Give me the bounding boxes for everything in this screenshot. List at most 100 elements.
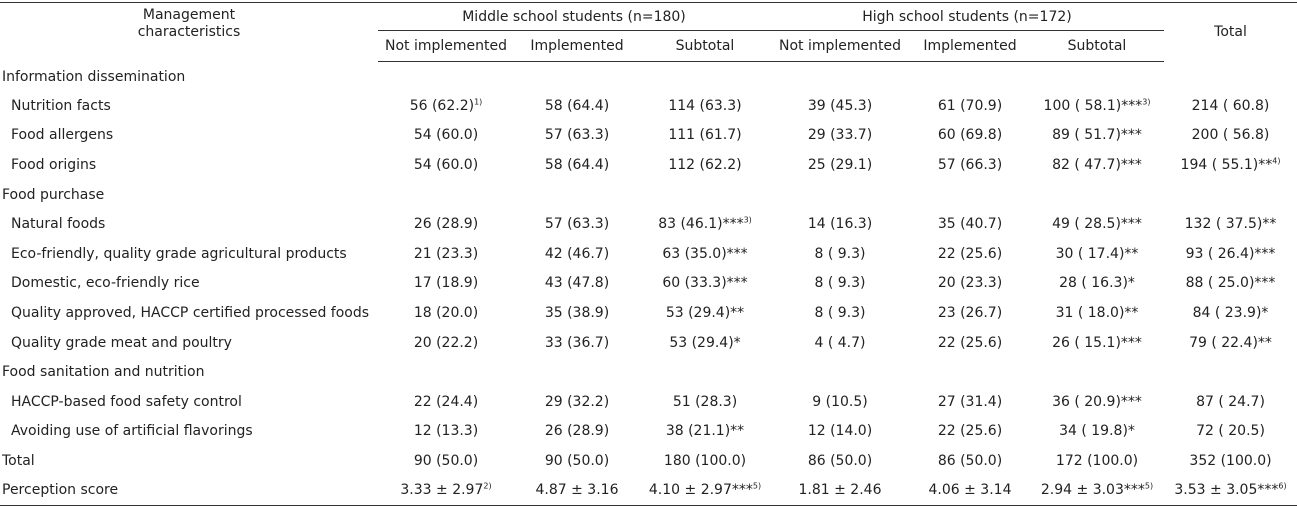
cell-value: 100 ( 58.1)*** (1043, 97, 1143, 114)
cell-value: 57 (66.3) (937, 157, 1003, 174)
header-ms-subtotal: Subtotal (640, 30, 770, 62)
table-row: Food origins 54 (60.0) 58 (64.4) 112 (62.2)… (0, 150, 1297, 180)
table-row: Natural foods 26 (28.9) 57 (63.3) 83 (46.1)… (0, 209, 1297, 239)
cell-total: 352 (100.0) (1164, 446, 1297, 476)
cell-ms-not-implemented: 3.33 ± 2.972) (378, 475, 514, 506)
row-label: Quality grade meat and poultry (11, 334, 232, 351)
header-row-groups: Management characteristics Middle school… (0, 2, 1297, 62)
cell-value: 4.10 ± 2.97*** (648, 482, 753, 499)
cell-ms-not-implemented: 12 (13.3) (378, 417, 514, 447)
cell-value: 14 (16.3) (807, 216, 873, 233)
cell-value: 4.87 ± 3.16 (535, 482, 619, 499)
cell-value: 352 (100.0) (1189, 453, 1272, 470)
cell-ms-subtotal: 4.10 ± 2.97***5) (640, 475, 770, 506)
cell-ms-implemented: 90 (50.0) (514, 446, 640, 476)
header-ms-not-implemented: Not implemented (378, 30, 514, 62)
cell-total: 194 ( 55.1)**4) (1164, 150, 1297, 180)
table-row: HACCP-based food safety control 22 (24.4)… (0, 387, 1297, 417)
cell-hs-subtotal: 49 ( 28.5)*** (1030, 209, 1164, 239)
cell-value: 8 ( 9.3) (814, 275, 866, 292)
cell-ms-implemented: 57 (63.3) (514, 209, 640, 239)
cell-hs-not-implemented: 29 (33.7) (770, 121, 910, 151)
cell-ms-implemented: 43 (47.8) (514, 269, 640, 299)
cell-hs-implemented: 4.06 ± 3.14 (910, 475, 1030, 506)
cell-ms-implemented: 42 (46.7) (514, 239, 640, 269)
cell-ms-implemented: 57 (63.3) (514, 121, 640, 151)
cell-ms-subtotal: 111 (61.7) (640, 121, 770, 151)
table-body: Information dissemination Nutrition facts… (0, 62, 1297, 506)
cell-total: 72 ( 20.5) (1164, 417, 1297, 447)
cell-hs-not-implemented: 9 (10.5) (770, 387, 910, 417)
cell-ms-implemented: 35 (38.9) (514, 298, 640, 328)
cell-value: 86 (50.0) (937, 453, 1003, 470)
cell-value: 3.53 ± 3.05*** (1174, 482, 1279, 499)
cell-hs-subtotal: 36 ( 20.9)*** (1030, 387, 1164, 417)
header-row-subcolumns: Not implemented Implemented Subtotal Not… (0, 30, 1297, 62)
cell-value: 36 ( 20.9)*** (1052, 393, 1142, 410)
cell-hs-subtotal: 34 ( 19.8)* (1030, 417, 1164, 447)
cell-ms-implemented: 29 (32.2) (514, 387, 640, 417)
cell-value: 194 ( 55.1)** (1180, 157, 1273, 174)
cell-value: 180 (100.0) (663, 453, 747, 470)
cell-value: 54 (60.0) (413, 127, 479, 144)
cell-hs-not-implemented: 8 ( 9.3) (770, 269, 910, 299)
cell-value: 17 (18.9) (413, 275, 479, 292)
cell-value: 84 ( 23.9)* (1192, 305, 1269, 322)
cell-hs-not-implemented: 14 (16.3) (770, 209, 910, 239)
section-label: Information dissemination (2, 68, 186, 85)
cell-hs-subtotal: 89 ( 51.7)*** (1030, 121, 1164, 151)
cell-ms-subtotal: 38 (21.1)** (640, 417, 770, 447)
header-label-line1: Management (142, 7, 236, 23)
cell-value: 22 (25.6) (937, 334, 1003, 351)
cell-value: 132 ( 37.5)** (1184, 216, 1277, 233)
cell-value: 22 (25.6) (937, 423, 1003, 440)
cell-hs-subtotal: 2.94 ± 3.03***5) (1030, 475, 1164, 506)
footnote-marker: 2) (483, 481, 492, 491)
cell-value: 26 ( 15.1)*** (1052, 334, 1142, 351)
cell-value: 8 ( 9.3) (814, 245, 866, 262)
cell-ms-not-implemented: 22 (24.4) (378, 387, 514, 417)
cell-value: 2.94 ± 3.03*** (1040, 482, 1145, 499)
footnote-marker: 3) (1142, 97, 1151, 107)
cell-value: 20 (23.3) (937, 275, 1003, 292)
cell-value: 27 (31.4) (937, 393, 1003, 410)
cell-ms-subtotal: 114 (63.3) (640, 91, 770, 121)
cell-value: 57 (63.3) (544, 216, 610, 233)
cell-total: 84 ( 23.9)* (1164, 298, 1297, 328)
cell-hs-implemented: 35 (40.7) (910, 209, 1030, 239)
cell-hs-implemented: 60 (69.8) (910, 121, 1030, 151)
summary-row: Total 90 (50.0) 90 (50.0) 180 (100.0) 86 (50… (0, 446, 1297, 476)
cell-value: 3.33 ± 2.97 (400, 482, 484, 499)
cell-ms-not-implemented: 17 (18.9) (378, 269, 514, 299)
cell-value: 23 (26.7) (937, 305, 1003, 322)
cell-value: 49 ( 28.5)*** (1052, 216, 1142, 233)
cell-value: 200 ( 56.8) (1191, 127, 1270, 144)
cell-value: 54 (60.0) (413, 157, 479, 174)
cell-value: 34 ( 19.8)* (1059, 423, 1135, 440)
cell-value: 28 ( 16.3)* (1059, 275, 1135, 292)
row-label: Quality approved, HACCP certified proces… (11, 305, 370, 322)
footnote-marker: 1) (474, 97, 483, 107)
cell-value: 39 (45.3) (807, 97, 873, 114)
cell-hs-not-implemented: 8 ( 9.3) (770, 298, 910, 328)
cell-hs-implemented: 23 (26.7) (910, 298, 1030, 328)
cell-value: 111 (61.7) (668, 127, 742, 144)
row-label: Food origins (11, 157, 97, 174)
header-ms-implemented: Implemented (514, 30, 640, 62)
cell-value: 82 ( 47.7)*** (1052, 157, 1142, 174)
cell-ms-implemented: 4.87 ± 3.16 (514, 475, 640, 506)
cell-ms-implemented: 26 (28.9) (514, 417, 640, 447)
footnote-marker: 5) (1144, 481, 1154, 491)
cell-value: 31 ( 18.0)** (1055, 305, 1139, 322)
cell-value: 29 (32.2) (544, 393, 610, 410)
cell-hs-not-implemented: 86 (50.0) (770, 446, 910, 476)
section-row: Food sanitation and nutrition (0, 357, 1297, 387)
cell-ms-not-implemented: 20 (22.2) (378, 328, 514, 358)
cell-value: 1.81 ± 2.46 (798, 482, 882, 499)
cell-value: 79 ( 22.4)** (1189, 334, 1272, 351)
cell-ms-subtotal: 180 (100.0) (640, 446, 770, 476)
cell-ms-implemented: 58 (64.4) (514, 150, 640, 180)
cell-value: 18 (20.0) (413, 305, 479, 322)
cell-ms-not-implemented: 26 (28.9) (378, 209, 514, 239)
